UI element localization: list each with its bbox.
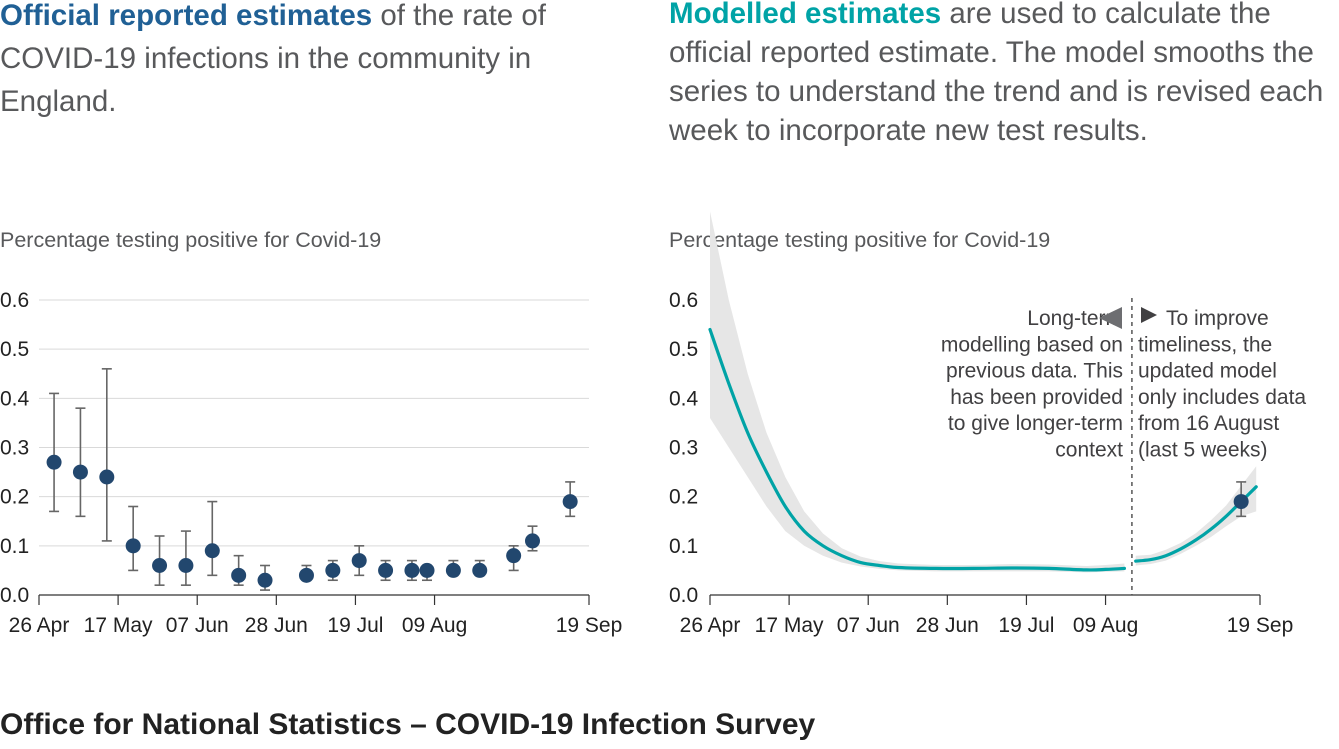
data-point	[419, 562, 435, 582]
data-point	[152, 535, 168, 586]
left-title-rest: of the rate of COVID-19 infections in th…	[0, 0, 546, 118]
data-point	[99, 368, 115, 542]
right-title-lead: Modelled estimates	[669, 0, 942, 30]
data-point	[378, 559, 394, 582]
estimate-marker	[152, 558, 168, 573]
left-panel-title: Official reported estimates of the rate …	[0, 0, 620, 123]
estimate-marker	[404, 562, 420, 578]
data-point	[125, 505, 141, 572]
y-tick-label: 0.4	[0, 387, 30, 410]
triangle-right-icon	[1141, 307, 1157, 323]
model-line-long-term	[708, 327, 1126, 572]
estimate-marker	[204, 543, 220, 559]
x-tick-label: 26 Apr	[9, 614, 70, 637]
estimate-marker	[472, 562, 488, 578]
y-tick-label: 0.1	[669, 535, 698, 558]
estimate-marker	[257, 572, 273, 588]
estimate-marker	[506, 548, 522, 564]
annotation-right-line: (last 5 weeks)	[1138, 439, 1268, 462]
x-tick-label: 09 Aug	[402, 614, 467, 637]
estimate-marker	[325, 562, 341, 578]
estimate-marker	[178, 558, 194, 573]
estimate-marker	[298, 567, 314, 583]
estimate-marker	[1233, 494, 1249, 510]
modelled-estimates-chart: 0.0 0.1 0.2 0.3 0.4 0.5 0.6 26 Apr 17 May 07 Jun 2…	[669, 211, 1306, 637]
estimate-marker	[524, 533, 540, 549]
estimate-marker	[562, 494, 578, 510]
data-point	[404, 559, 420, 582]
annotation-right-line: updated model	[1138, 360, 1277, 383]
data-point	[46, 392, 62, 513]
confidence-band-updated	[1135, 466, 1257, 566]
data-point	[1233, 481, 1249, 518]
y-tick-label: 0.5	[669, 338, 698, 361]
annotation-right-line: only includes data	[1138, 386, 1306, 409]
y-tick-label: 0.5	[0, 338, 29, 361]
data-point	[524, 525, 540, 552]
right-y-axis-label: Percentage testing positive for Covid-19	[669, 228, 1051, 252]
estimate-marker	[231, 567, 247, 583]
data-point	[204, 500, 220, 577]
y-tick-label: 0.2	[669, 486, 698, 509]
estimate-marker	[46, 454, 62, 470]
annotation-left-line: Long-term	[1027, 307, 1123, 330]
estimate-marker	[99, 469, 115, 485]
data-point	[178, 530, 194, 586]
estimate-marker	[378, 562, 394, 578]
x-tick-label: 07 Jun	[166, 614, 229, 637]
data-point	[298, 564, 314, 583]
left-y-axis-label: Percentage testing positive for Covid-19	[0, 228, 382, 252]
annotation-left-line: has been provided	[950, 386, 1123, 409]
annotation-left-line: context	[1055, 439, 1123, 462]
annotation-left-line: to give longer-term	[948, 412, 1123, 435]
data-point	[445, 559, 461, 578]
annotation-right-line: from 16 August	[1138, 412, 1279, 435]
y-tick-label: 0.6	[0, 289, 29, 312]
y-tick-label: 0.1	[0, 535, 29, 558]
triangle-left-icon	[1099, 307, 1122, 329]
y-tick-label: 0.2	[0, 486, 29, 509]
x-tick-label: 28 Jun	[245, 614, 308, 637]
y-tick-label: 0.4	[669, 387, 699, 410]
annotation-right-line: To improve	[1166, 307, 1269, 330]
x-tick-label: 09 Aug	[1073, 614, 1138, 637]
x-tick-label: 19 Jul	[998, 614, 1054, 637]
estimate-marker	[351, 553, 367, 569]
y-tick-label: 0.3	[669, 437, 698, 460]
data-point	[257, 564, 273, 591]
x-tick-label: 19 Sep	[556, 614, 623, 637]
y-tick-label: 0.6	[669, 289, 698, 312]
x-tick-label: 19 Sep	[1227, 614, 1294, 637]
annotation-left-line: modelling based on	[941, 333, 1123, 356]
data-point	[351, 545, 367, 577]
footer-source: Office for National Statistics – COVID-1…	[0, 708, 816, 741]
left-title-lead: Official reported estimates	[0, 0, 373, 32]
x-tick-label: 17 May	[84, 614, 153, 637]
annotation-left-line: previous data. This	[946, 360, 1123, 383]
data-point	[231, 554, 247, 586]
x-tick-label: 26 Apr	[680, 614, 741, 637]
right-panel-title: Modelled estimates are used to calculate…	[669, 0, 1329, 150]
estimate-marker	[72, 464, 88, 480]
data-point	[325, 559, 341, 582]
y-tick-label: 0.0	[669, 584, 698, 607]
estimate-marker	[445, 562, 461, 578]
x-tick-label: 07 Jun	[837, 614, 900, 637]
official-estimates-chart: 0.0 0.1 0.2 0.3 0.4 0.5 0.6 26 Apr 17 May 07 Jun 2…	[0, 289, 623, 637]
data-point	[506, 545, 522, 572]
estimate-marker	[125, 538, 141, 554]
y-tick-label: 0.3	[0, 437, 29, 460]
x-tick-label: 19 Jul	[327, 614, 383, 637]
y-tick-label: 0.0	[0, 584, 29, 607]
annotation-right-line: timeliness, the	[1138, 333, 1272, 356]
estimate-marker	[419, 562, 435, 578]
x-tick-label: 28 Jun	[916, 614, 979, 637]
data-point	[562, 481, 578, 518]
x-tick-label: 17 May	[755, 614, 824, 637]
right-title-rest: are used to calculate the official repor…	[669, 0, 1324, 147]
data-point	[72, 407, 88, 518]
data-point	[472, 559, 488, 578]
